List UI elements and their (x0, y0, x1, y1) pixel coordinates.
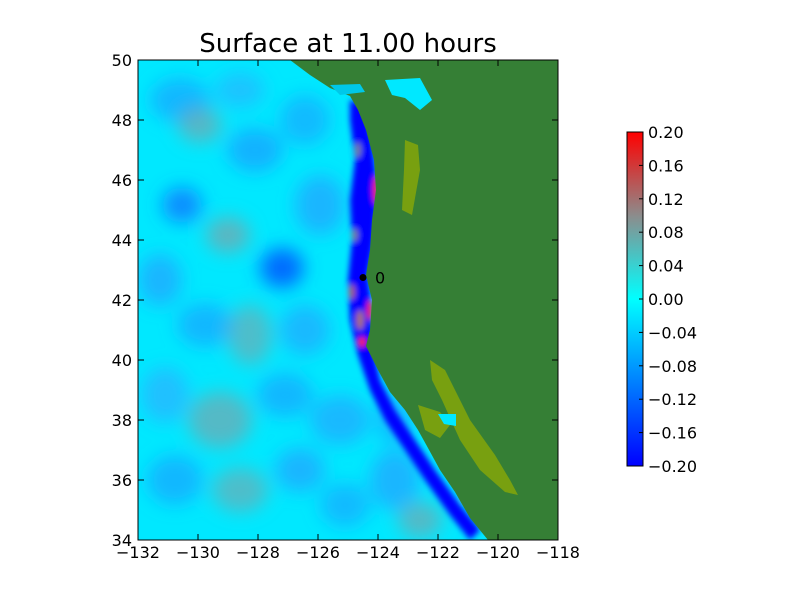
x-tick-label: −122 (416, 543, 460, 562)
coastal-red-patch (349, 284, 355, 300)
gauge-point (359, 274, 367, 281)
colorbar-tick-label: 0.16 (648, 156, 684, 175)
colorbar-tick-label: 0.08 (648, 223, 684, 242)
x-axis: −132 −130 −128 −126 −124 −122 −120 −118 (116, 60, 580, 562)
ocean-blob (320, 483, 370, 527)
x-tick-label: −120 (476, 543, 520, 562)
ocean-blob (295, 175, 345, 235)
plot-area (138, 60, 558, 540)
gauge-marker: 0 (359, 269, 385, 288)
colorbar-tick-label: −0.04 (648, 323, 697, 342)
coastal-red-patch (352, 228, 358, 242)
colorbar: 0.20 0.16 0.12 0.08 0.04 0.00 −0.04 −0.08 −0.12 −… (626, 123, 697, 476)
ocean-blob (257, 373, 313, 417)
y-tick-label: 46 (112, 171, 132, 190)
puget-sound (385, 78, 432, 110)
x-tick-label: −124 (356, 543, 400, 562)
x-tick-label: −118 (536, 543, 580, 562)
coastal-red-patch (358, 337, 366, 347)
ocean-blob (212, 468, 268, 512)
ocean-blob (260, 248, 304, 288)
gauge-label: 0 (375, 269, 385, 288)
chart-title: Surface at 11.00 hours (199, 29, 497, 59)
colorbar-tick-label: −0.16 (648, 424, 697, 443)
ocean-blob (280, 95, 330, 145)
ocean-blob (228, 305, 272, 365)
ocean-blob (280, 305, 330, 355)
land (290, 60, 558, 540)
colorbar-tick-label: 0.00 (648, 290, 684, 309)
colorbar-tick-label: 0.04 (648, 257, 684, 276)
sf-bay (418, 405, 450, 438)
y-tick-label: 36 (112, 471, 132, 490)
y-tick-label: 38 (112, 411, 132, 430)
x-tick-label: −132 (116, 543, 160, 562)
ocean-blob (162, 187, 202, 223)
y-tick-label: 42 (112, 291, 132, 310)
ocean-blob (147, 455, 203, 505)
ocean-blob (178, 107, 222, 143)
ocean-blob (370, 450, 420, 510)
ocean-field (138, 72, 442, 538)
coastal-red-patch (356, 310, 364, 330)
ocean-blob (227, 128, 283, 172)
coastal-blue-band (348, 100, 480, 540)
colorbar-tick-label: −0.08 (648, 357, 697, 376)
ocean-blob (398, 502, 442, 538)
x-tick-label: −130 (176, 543, 220, 562)
coastal-red-patch (355, 142, 361, 158)
ocean-blob (188, 392, 252, 448)
ocean-blob (310, 395, 370, 445)
y-tick-label: 48 (112, 111, 132, 130)
y-tick-label: 40 (112, 351, 132, 370)
colorbar-tick-label: 0.20 (648, 123, 684, 142)
lowlands (330, 78, 518, 495)
y-tick-label: 44 (112, 231, 132, 250)
x-tick-label: −126 (296, 543, 340, 562)
y-tick-label: 34 (112, 531, 132, 550)
ocean-blob (138, 254, 182, 306)
willamette-lowland (402, 140, 420, 215)
ocean-blob (206, 217, 250, 253)
central-valley (430, 360, 518, 495)
y-axis: 34 36 38 40 42 44 46 48 50 (112, 51, 558, 550)
colorbar-tick-label: 0.12 (648, 190, 684, 209)
x-tick-label: −128 (236, 543, 280, 562)
y-tick-label: 50 (112, 51, 132, 70)
ocean-blob (215, 72, 265, 108)
strait-lowland (330, 84, 365, 95)
bay-water (438, 414, 456, 426)
colorbar-tick-label: −0.12 (648, 390, 697, 409)
ocean-blob (141, 367, 189, 423)
ocean-blob (275, 448, 325, 492)
colorbar-tick-label: −0.20 (648, 457, 697, 476)
ocean-blob (177, 303, 233, 347)
colorbar-ticks: 0.20 0.16 0.12 0.08 0.04 0.00 −0.04 −0.08 −0.12 −… (639, 123, 697, 476)
